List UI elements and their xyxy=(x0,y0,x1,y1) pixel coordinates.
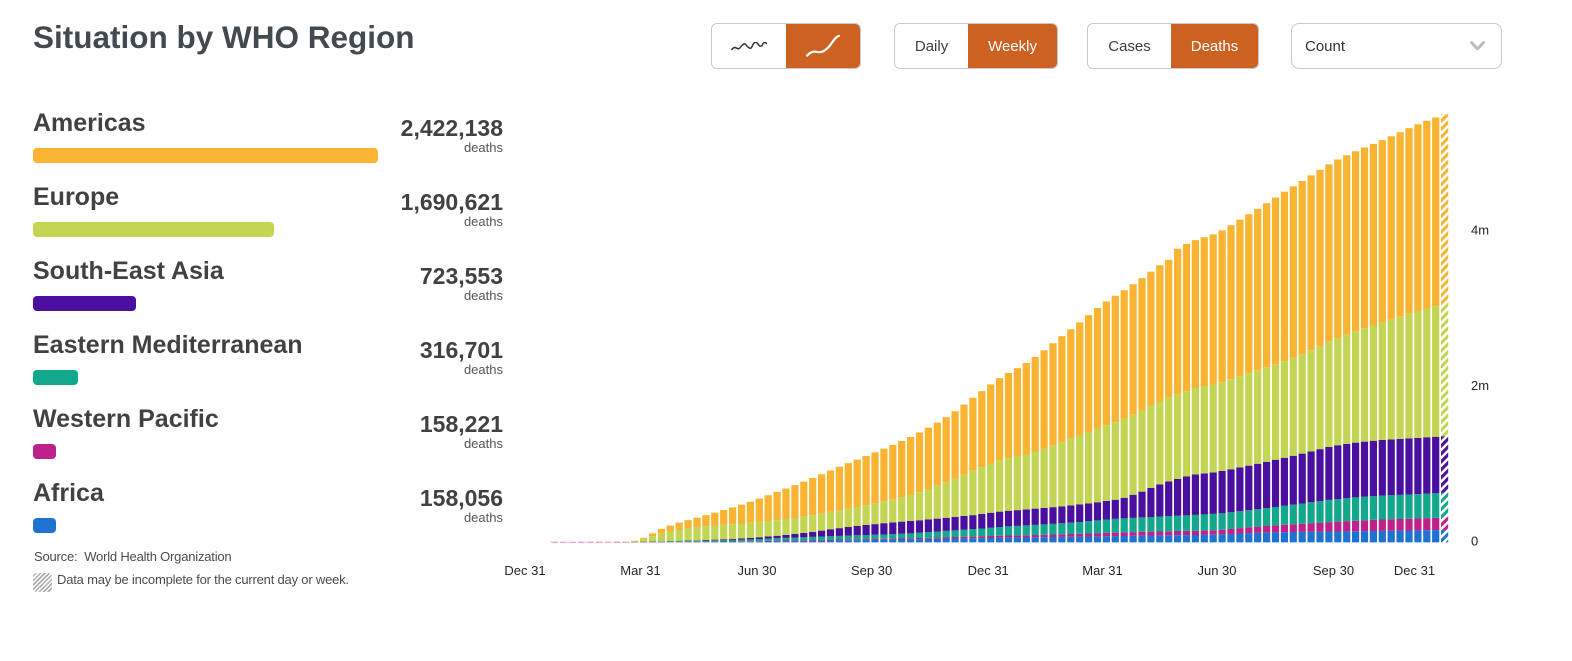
svg-text:0: 0 xyxy=(1471,534,1478,549)
svg-text:Jun 30: Jun 30 xyxy=(737,563,776,578)
svg-text:Dec 31: Dec 31 xyxy=(968,563,1009,578)
svg-text:4m: 4m xyxy=(1471,223,1489,238)
svg-text:Sep 30: Sep 30 xyxy=(851,563,892,578)
svg-text:Dec 31: Dec 31 xyxy=(1394,563,1435,578)
svg-text:Jun 30: Jun 30 xyxy=(1197,563,1236,578)
svg-text:Sep 30: Sep 30 xyxy=(1313,563,1354,578)
svg-text:Mar 31: Mar 31 xyxy=(620,563,660,578)
svg-text:2m: 2m xyxy=(1471,378,1489,393)
svg-text:Dec 31: Dec 31 xyxy=(504,563,545,578)
svg-text:Mar 31: Mar 31 xyxy=(1082,563,1122,578)
